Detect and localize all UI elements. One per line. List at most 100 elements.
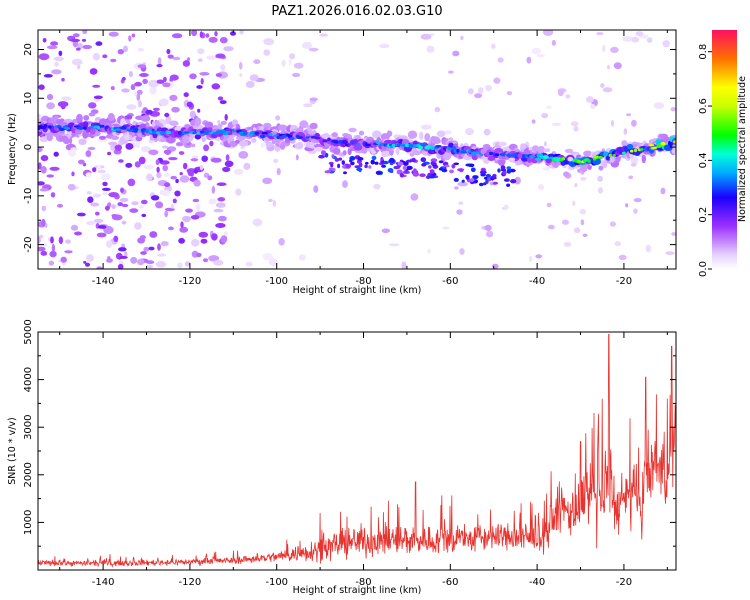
heatmap-cell (141, 199, 148, 205)
heatmap-cell (215, 202, 226, 208)
heatmap-cell (82, 30, 88, 35)
spectrogram-x-tick-label: -100 (265, 276, 288, 287)
heatmap-cell (381, 164, 387, 168)
snr-x-tick-label: -80 (355, 577, 371, 588)
heatmap-cell (90, 127, 96, 135)
heatmap-cell (365, 161, 369, 165)
heatmap-cell (38, 181, 45, 186)
heatmap-cell (242, 131, 248, 135)
heatmap-cell (444, 164, 450, 168)
heatmap-cell (179, 172, 183, 176)
heatmap-cell (268, 199, 273, 202)
heatmap-cell (609, 221, 616, 227)
heatmap-cell (602, 160, 608, 169)
heatmap-cell (83, 260, 87, 264)
heatmap-cell (453, 162, 460, 166)
spectrogram-y-label: Frequency (Hz) (7, 113, 18, 185)
heatmap-cell (65, 239, 71, 244)
heatmap-cell (487, 156, 496, 161)
heatmap-cell (380, 157, 384, 162)
heatmap-cell (96, 266, 103, 269)
heatmap-cell (48, 260, 54, 266)
heatmap-cell (299, 120, 309, 129)
heatmap-cell (427, 248, 431, 254)
heatmap-cell (87, 196, 94, 203)
heatmap-cell (119, 255, 128, 259)
heatmap-cell (86, 191, 92, 195)
heatmap-cell (157, 243, 161, 251)
heatmap-cell (564, 148, 574, 154)
heatmap-cell (393, 165, 401, 170)
heatmap-cell (526, 56, 532, 64)
heatmap-cell (313, 185, 319, 193)
heatmap-cell (520, 143, 527, 150)
spectrogram-y-tick-label: 0 (23, 144, 34, 150)
heatmap-cell (431, 138, 441, 145)
heatmap-cell (343, 171, 347, 175)
heatmap-cell (309, 97, 318, 102)
heatmap-cell (635, 31, 644, 37)
heatmap-cell (308, 47, 319, 52)
snr-chart: -140 -120 -100 -80 -60 -40 -20 1000 2000 3000 400… (7, 319, 677, 596)
heatmap-cell (608, 153, 612, 157)
heatmap-cell (597, 175, 603, 182)
heatmap-cell (289, 137, 295, 141)
heatmap-cell (137, 47, 144, 52)
heatmap-cell (368, 165, 372, 169)
heatmap-cell (108, 31, 119, 37)
heatmap-cell (543, 148, 551, 153)
heatmap-cell (612, 154, 616, 157)
heatmap-cell (234, 168, 244, 175)
heatmap-cell (115, 128, 122, 131)
heatmap-cell (292, 72, 301, 78)
heatmap-cell (68, 149, 77, 157)
heatmap-cell (506, 183, 511, 187)
heatmap-cell (268, 258, 278, 267)
heatmap-cell (281, 59, 286, 67)
heatmap-cell (187, 169, 194, 177)
heatmap-cell (413, 168, 417, 173)
heatmap-cell (53, 151, 59, 157)
heatmap-cell (191, 238, 200, 247)
heatmap-cell (492, 174, 497, 178)
heatmap-cell (593, 155, 600, 159)
heatmap-cell (95, 41, 103, 46)
snr-y-tick-label: 2000 (23, 462, 34, 487)
heatmap-cell (51, 243, 56, 252)
snr-x-tick-label: -60 (442, 577, 458, 588)
heatmap-cell (121, 88, 130, 93)
heatmap-cell (94, 218, 104, 223)
heatmap-cell (121, 243, 125, 248)
heatmap-cell (161, 189, 171, 197)
heatmap-cell (259, 134, 266, 139)
heatmap-cell (200, 78, 204, 85)
heatmap-cell (111, 214, 118, 218)
colorbar-axis: 0.0 0.2 0.4 0.6 0.8 (698, 44, 712, 277)
heatmap-cell (126, 129, 133, 132)
heatmap-cell (358, 130, 365, 136)
heatmap-cell (534, 157, 542, 161)
heatmap-cell (542, 30, 554, 36)
heatmap-cell (345, 143, 349, 147)
heatmap-cell (171, 106, 180, 113)
heatmap-cell (51, 69, 62, 75)
heatmap-cell (542, 166, 550, 171)
snr-series-line (38, 333, 676, 568)
heatmap-cell (223, 231, 228, 236)
heatmap-cell (272, 200, 277, 207)
heatmap-cell (50, 236, 54, 244)
heatmap-cell (483, 182, 487, 186)
heatmap-cell (190, 158, 199, 162)
heatmap-cell (197, 48, 205, 55)
heatmap-cell (169, 120, 179, 127)
heatmap-cell (190, 215, 200, 220)
heatmap-cell (210, 157, 222, 163)
heatmap-cell (276, 168, 281, 176)
heatmap-cell (295, 154, 299, 161)
heatmap-cell (606, 65, 611, 70)
heatmap-cell (342, 180, 348, 189)
heatmap-cell (177, 262, 183, 269)
heatmap-cell (146, 173, 153, 182)
heatmap-cell (196, 252, 202, 258)
colorbar-tick-label: 0.0 (698, 261, 709, 277)
